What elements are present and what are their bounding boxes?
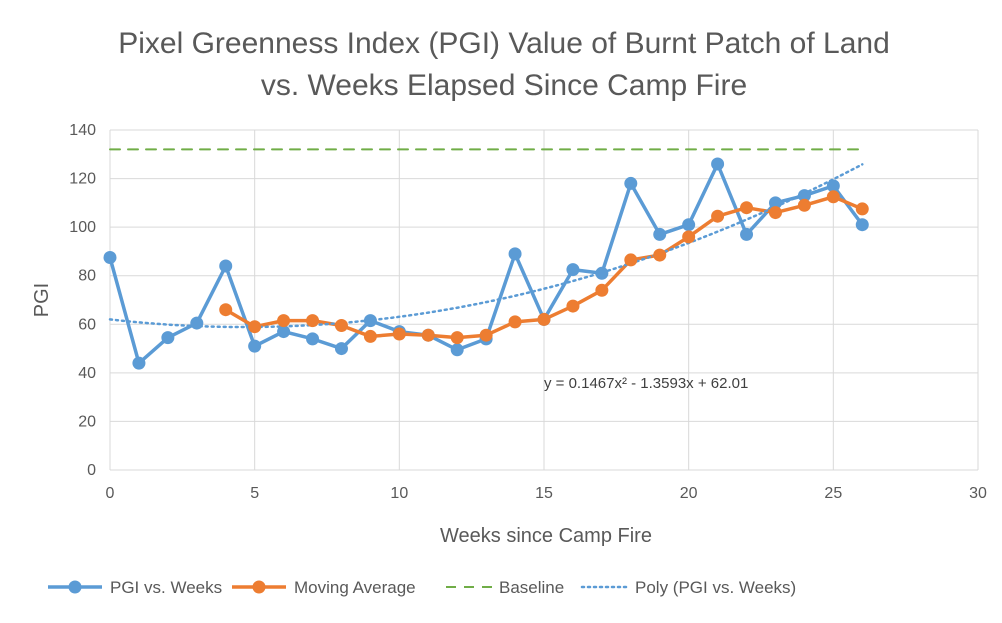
pgi-point-1 xyxy=(132,356,146,370)
x-tick-label-5: 5 xyxy=(250,485,259,502)
chart-title-line-2: vs. Weeks Elapsed Since Camp Fire xyxy=(261,69,747,102)
pgi-point-12 xyxy=(450,343,464,357)
pgi-point-19 xyxy=(653,227,667,241)
pgi-point-17 xyxy=(595,266,609,280)
moving-average-point-7 xyxy=(306,314,320,328)
moving-average-point-19 xyxy=(653,248,667,262)
pgi-point-21 xyxy=(711,157,725,171)
legend-marker-moving-average xyxy=(252,580,266,594)
moving-average-point-23 xyxy=(768,206,782,220)
moving-average-point-17 xyxy=(595,283,609,297)
pgi-point-2 xyxy=(161,331,175,345)
y-tick-label-120: 120 xyxy=(69,171,96,188)
moving-average-point-4 xyxy=(219,303,233,317)
y-axis-label: PGI xyxy=(31,283,53,317)
grid xyxy=(109,129,979,471)
moving-average-point-13 xyxy=(479,328,493,342)
x-tick-label-0: 0 xyxy=(106,485,115,502)
pgi-point-14 xyxy=(508,247,522,261)
x-tick-label-25: 25 xyxy=(824,485,842,502)
y-tick-label-40: 40 xyxy=(78,365,96,382)
y-tick-label-20: 20 xyxy=(78,413,96,430)
poly-trendline xyxy=(108,163,864,329)
trendline-equation: y = 0.1467x² - 1.3593x + 62.01 xyxy=(544,375,748,392)
pgi-point-16 xyxy=(566,263,580,277)
x-tick-label-10: 10 xyxy=(390,485,408,502)
pgi-point-23 xyxy=(768,196,782,210)
legend: PGI vs. Weeks Moving Average Baseline Poly … xyxy=(48,578,796,597)
x-tick-label-20: 20 xyxy=(680,485,698,502)
moving-average-point-15 xyxy=(537,312,551,326)
moving-average-point-22 xyxy=(740,201,754,215)
y-tick-label-100: 100 xyxy=(69,219,96,236)
plot-area xyxy=(103,148,869,370)
moving-average-point-11 xyxy=(421,328,435,342)
legend-label-baseline: Baseline xyxy=(499,578,564,597)
x-tick-label-15: 15 xyxy=(535,485,553,502)
legend-marker-pgi-vs-weeks xyxy=(68,580,82,594)
moving-average-point-18 xyxy=(624,253,638,267)
pgi-point-25 xyxy=(826,179,840,193)
moving-average-point-20 xyxy=(682,230,696,244)
pgi-point-7 xyxy=(306,332,320,346)
pgi-point-9 xyxy=(363,314,377,328)
pgi-point-26 xyxy=(855,218,869,232)
moving-average-point-9 xyxy=(363,329,377,343)
moving-average-point-6 xyxy=(277,314,291,328)
moving-average-point-8 xyxy=(334,319,348,332)
pgi-point-5 xyxy=(248,339,262,353)
pgi-point-0 xyxy=(103,251,117,264)
legend-label-pgi-vs-weeks: PGI vs. Weeks xyxy=(110,578,222,597)
x-tick-label-30: 30 xyxy=(969,485,987,502)
y-tick-label-80: 80 xyxy=(78,268,96,285)
moving-average-point-5 xyxy=(248,320,262,334)
axis-ticks: 0 20 40 60 80 100 120 140 0 5 10 15 20 25 30 xyxy=(69,122,987,502)
pgi-point-20 xyxy=(682,218,696,232)
pgi-point-4 xyxy=(219,259,233,273)
chart-title-line-1: Pixel Greenness Index (PGI) Value of Bur… xyxy=(118,27,890,60)
moving-average-point-14 xyxy=(508,315,522,329)
moving-average-point-25 xyxy=(826,190,840,204)
pgi-point-6 xyxy=(277,325,291,339)
y-tick-label-0: 0 xyxy=(87,462,96,479)
y-tick-label-140: 140 xyxy=(69,122,96,139)
x-axis-label: Weeks since Camp Fire xyxy=(440,525,652,547)
pgi-point-24 xyxy=(797,189,811,203)
legend-label-poly-pgi-vs-weeks: Poly (PGI vs. Weeks) xyxy=(635,578,796,597)
moving-average-point-21 xyxy=(711,209,725,223)
legend-label-moving-average: Moving Average xyxy=(294,578,416,597)
pgi-point-8 xyxy=(334,342,348,356)
moving-average-point-24 xyxy=(797,198,811,212)
pgi-point-18 xyxy=(624,176,638,190)
moving-average-point-10 xyxy=(392,327,406,341)
pgi-point-3 xyxy=(190,316,204,330)
moving-average-point-12 xyxy=(450,331,464,345)
moving-average-point-26 xyxy=(855,202,869,216)
moving-average-point-16 xyxy=(566,299,580,313)
y-tick-label-60: 60 xyxy=(78,316,96,333)
pgi-point-22 xyxy=(740,227,754,241)
